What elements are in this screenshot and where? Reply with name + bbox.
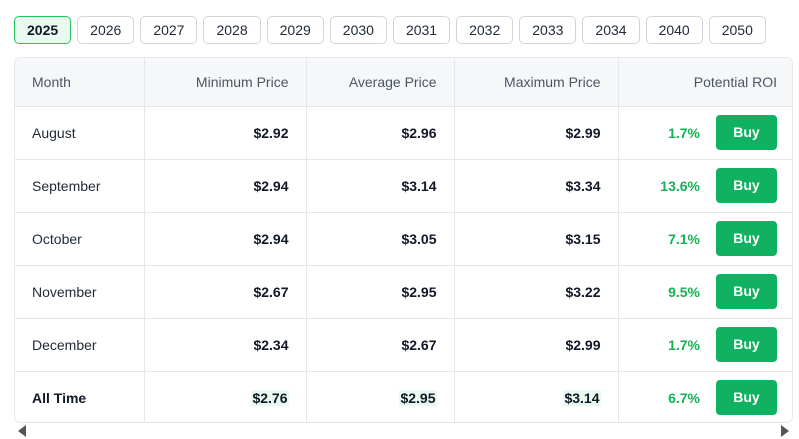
roi-cell: 1.7% Buy (618, 106, 792, 160)
year-tabs: 2025 2026 2027 2028 2029 2030 2031 2032 2033 2034… (14, 16, 799, 44)
year-tab-2030[interactable]: 2030 (329, 16, 387, 44)
table-row: September $2.94 $3.14 $3.34 13.6% Buy (15, 159, 792, 213)
roi-cell: 9.5% Buy (618, 265, 792, 319)
avg-price-value: $2.95 (399, 389, 437, 406)
scroll-left-arrow-icon[interactable] (18, 425, 26, 437)
avg-price-cell: $2.95 (306, 265, 455, 319)
header-month: Month (15, 58, 145, 107)
roi-value: 7.1% (668, 230, 700, 247)
year-tab-2028[interactable]: 2028 (203, 16, 261, 44)
year-tab-2050[interactable]: 2050 (708, 16, 766, 44)
roi-value: 9.5% (668, 283, 700, 300)
min-price-cell: $2.92 (144, 106, 307, 160)
header-potential-roi: Potential ROI (618, 58, 792, 107)
max-price-cell: $3.22 (454, 265, 619, 319)
roi-value: 6.7% (668, 389, 700, 406)
year-tab-2027[interactable]: 2027 (140, 16, 198, 44)
min-price-cell: $2.76 (144, 371, 307, 422)
min-price-cell: $2.94 (144, 159, 307, 213)
buy-button[interactable]: Buy (716, 168, 777, 203)
max-price-value: $3.14 (563, 389, 601, 406)
year-tab-2034[interactable]: 2034 (582, 16, 640, 44)
min-price-value: $2.76 (251, 389, 289, 406)
roi-cell: 1.7% Buy (618, 318, 792, 372)
buy-button[interactable]: Buy (716, 380, 777, 416)
header-minimum-price: Minimum Price (144, 58, 307, 107)
year-tab-2031[interactable]: 2031 (392, 16, 451, 44)
table-header-row: Month Minimum Price Average Price Maximu… (15, 58, 792, 107)
roi-cell: 13.6% Buy (618, 159, 792, 213)
roi-cell: 6.7% Buy (618, 371, 792, 422)
roi-value: 13.6% (660, 177, 700, 194)
year-tab-2032[interactable]: 2032 (456, 16, 514, 44)
month-cell: October (15, 212, 145, 266)
buy-button[interactable]: Buy (716, 115, 777, 150)
min-price-cell: $2.67 (144, 265, 307, 319)
avg-price-cell: $2.95 (306, 371, 455, 422)
header-average-price: Average Price (306, 58, 455, 107)
month-cell: August (15, 106, 145, 160)
buy-button[interactable]: Buy (716, 274, 777, 309)
table-row: November $2.67 $2.95 $3.22 9.5% Buy (15, 265, 792, 319)
price-table-container: Month Minimum Price Average Price Maximu… (14, 57, 793, 423)
year-tab-2040[interactable]: 2040 (645, 16, 703, 44)
scroll-right-arrow-icon[interactable] (781, 425, 789, 437)
month-cell: September (15, 159, 145, 213)
roi-cell: 7.1% Buy (618, 212, 792, 266)
max-price-cell: $3.15 (454, 212, 619, 266)
year-tab-2033[interactable]: 2033 (519, 16, 577, 44)
max-price-cell: $3.14 (454, 371, 619, 422)
year-tab-2029[interactable]: 2029 (266, 16, 324, 44)
table-row: August $2.92 $2.96 $2.99 1.7% Buy (15, 106, 792, 160)
header-maximum-price: Maximum Price (454, 58, 619, 107)
roi-value: 1.7% (668, 124, 700, 141)
avg-price-cell: $2.96 (306, 106, 455, 160)
min-price-cell: $2.34 (144, 318, 307, 372)
buy-button[interactable]: Buy (716, 327, 777, 362)
month-cell: November (15, 265, 145, 319)
min-price-cell: $2.94 (144, 212, 307, 266)
max-price-cell: $2.99 (454, 106, 619, 160)
year-tab-2026[interactable]: 2026 (77, 16, 135, 44)
table-row: October $2.94 $3.05 $3.15 7.1% Buy (15, 212, 792, 266)
table-row: December $2.34 $2.67 $2.99 1.7% Buy (15, 318, 792, 372)
roi-value: 1.7% (668, 336, 700, 353)
avg-price-cell: $3.05 (306, 212, 455, 266)
month-cell: December (15, 318, 145, 372)
price-prediction-table: Month Minimum Price Average Price Maximu… (15, 58, 792, 422)
buy-button[interactable]: Buy (716, 221, 777, 256)
avg-price-cell: $3.14 (306, 159, 455, 213)
table-row-all-time: All Time $2.76 $2.95 $3.14 6.7% Buy (15, 371, 792, 422)
year-tab-2025[interactable]: 2025 (14, 16, 72, 44)
month-cell: All Time (15, 371, 145, 422)
max-price-cell: $3.34 (454, 159, 619, 213)
avg-price-cell: $2.67 (306, 318, 455, 372)
max-price-cell: $2.99 (454, 318, 619, 372)
